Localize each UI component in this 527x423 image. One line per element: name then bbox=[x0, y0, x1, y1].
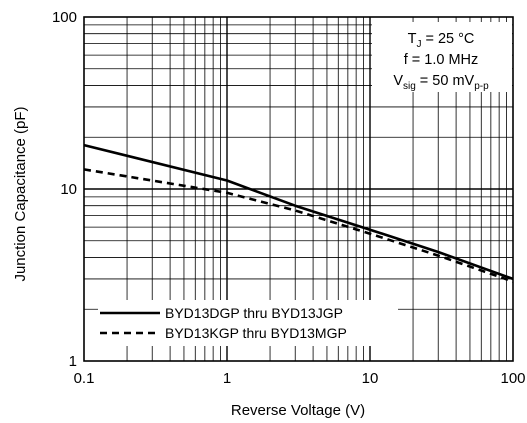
condition-vsig: Vsig = 50 mVp-p bbox=[393, 73, 489, 92]
conditions-box: TJ = 25 °C f = 1.0 MHz Vsig = 50 mVp-p bbox=[372, 22, 512, 92]
x-tick-label: 1 bbox=[223, 370, 231, 387]
y-axis-title: Junction Capacitance (pF) bbox=[12, 106, 29, 281]
legend-label-dashed: BYD13KGP thru BYD13MGP bbox=[165, 325, 347, 341]
series-line-solid bbox=[83, 143, 514, 281]
legend-label-solid: BYD13DGP thru BYD13JGP bbox=[165, 305, 343, 321]
condition-freq: f = 1.0 MHz bbox=[404, 52, 479, 68]
x-axis-title: Reverse Voltage (V) bbox=[231, 402, 365, 419]
y-tick-label: 100 bbox=[52, 9, 77, 26]
series-lines bbox=[83, 143, 514, 283]
y-tick-label: 1 bbox=[69, 353, 77, 370]
series-line-dashed bbox=[83, 168, 514, 283]
conditions-background bbox=[372, 22, 512, 92]
y-tick-label: 10 bbox=[60, 181, 77, 198]
x-tick-label: 10 bbox=[362, 370, 379, 387]
legend-background bbox=[98, 300, 398, 346]
condition-tj: TJ = 25 °C bbox=[408, 31, 475, 50]
x-tick-label: 0.1 bbox=[74, 370, 95, 387]
legend: BYD13DGP thru BYD13JGP BYD13KGP thru BYD… bbox=[98, 300, 398, 346]
plot-frame bbox=[83, 16, 514, 362]
x-tick-label: 100 bbox=[500, 370, 525, 387]
